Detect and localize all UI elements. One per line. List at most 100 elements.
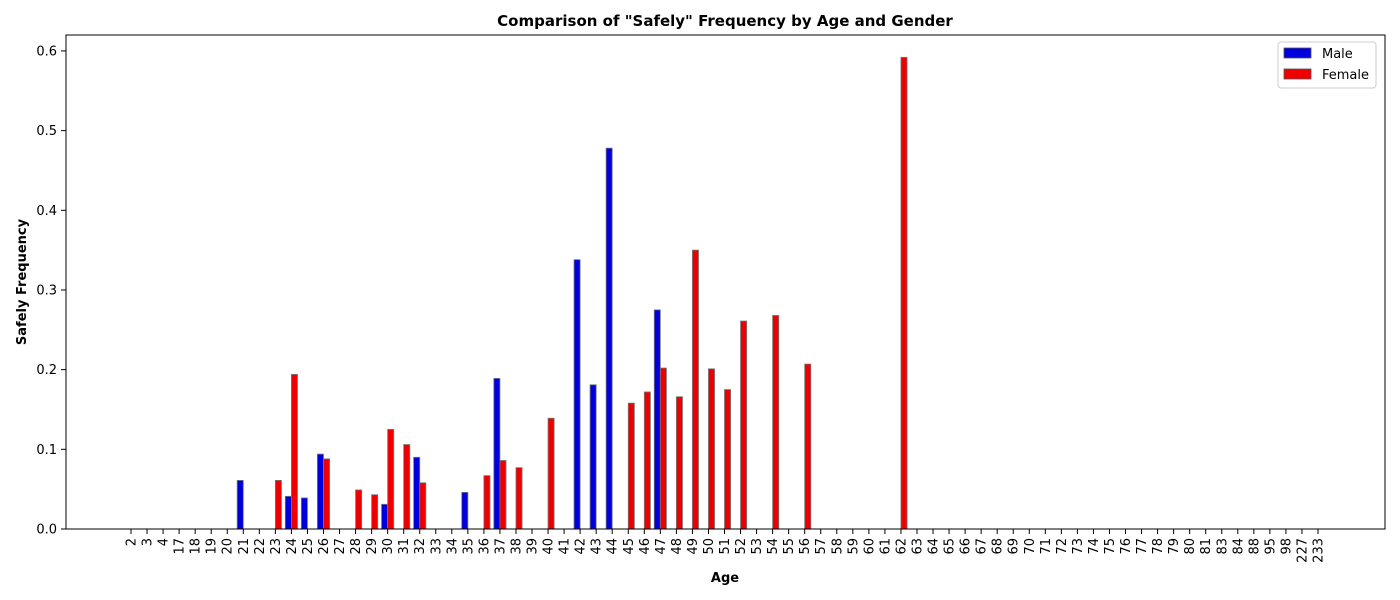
bar-female-23 — [274, 479, 282, 530]
x-tick-label: 35 — [461, 538, 476, 555]
y-tick-label: 0.5 — [36, 124, 57, 139]
x-tick-label: 64 — [927, 538, 942, 555]
x-tick-label: 2 — [125, 538, 140, 546]
bar-female-54 — [772, 315, 780, 530]
x-tick-label: 67 — [975, 538, 990, 555]
x-tick-label: 44 — [606, 538, 621, 555]
x-tick-label: 33 — [429, 538, 444, 555]
x-tick-label: 3 — [141, 538, 156, 546]
bar-female-36 — [483, 475, 491, 530]
x-tick-label: 62 — [894, 538, 909, 555]
legend-label-female: Female — [1322, 68, 1369, 83]
x-axis-label: Age — [711, 571, 739, 586]
bar-female-52 — [740, 320, 748, 530]
bar-female-24 — [291, 374, 298, 530]
bar-female-38 — [515, 467, 523, 530]
x-tick-label: 48 — [670, 538, 685, 555]
x-tick-label: 39 — [526, 538, 541, 555]
y-tick-label: 0.1 — [36, 443, 57, 458]
bar-female-47 — [659, 367, 667, 530]
x-tick-label: 47 — [654, 538, 669, 555]
x-tick-label: 73 — [1071, 538, 1086, 555]
bar-male-21 — [236, 479, 244, 530]
legend-swatch-female — [1283, 68, 1312, 80]
x-tick-label: 83 — [1215, 538, 1230, 555]
x-tick-label: 49 — [686, 538, 701, 555]
x-tick-label: 59 — [846, 538, 861, 555]
x-tick-label: 24 — [285, 538, 300, 555]
bar-male-26 — [316, 453, 324, 530]
x-tick-label: 25 — [301, 538, 316, 555]
x-tick-label: 28 — [349, 538, 364, 555]
bar-female-37 — [499, 460, 507, 530]
x-tick-label: 42 — [574, 538, 589, 555]
x-tick-label: 4 — [157, 538, 172, 546]
y-axis: 0.0 0.1 0.2 0.3 0.4 0.5 0.6 — [36, 44, 66, 538]
x-tick-label: 63 — [910, 538, 925, 555]
x-tick-label: 65 — [943, 538, 958, 555]
x-tick-label: 19 — [205, 538, 220, 555]
x-tick-label: 77 — [1135, 538, 1150, 555]
x-tick-label: 34 — [445, 538, 460, 555]
x-tick-label: 98 — [1279, 538, 1294, 555]
x-tick-label: 75 — [1103, 538, 1118, 555]
bar-female-45 — [627, 402, 635, 530]
bar-female-56 — [804, 363, 812, 530]
y-tick-label: 0.3 — [36, 283, 57, 298]
bar-female-31 — [403, 444, 411, 530]
plot-frame — [65, 34, 1386, 530]
bars-layer — [236, 56, 908, 530]
x-tick-label: 41 — [558, 538, 573, 555]
x-tick-label: 88 — [1247, 538, 1262, 555]
bar-male-35 — [461, 491, 469, 530]
bar-male-44 — [605, 147, 613, 530]
bar-male-30 — [381, 503, 389, 530]
x-tick-label: 58 — [830, 538, 845, 555]
x-tick-label: 23 — [269, 538, 284, 555]
x-tick-label: 78 — [1151, 538, 1166, 555]
x-tick-label: 55 — [782, 538, 797, 555]
x-tick-label: 46 — [638, 538, 653, 555]
x-tick-label: 80 — [1183, 538, 1198, 555]
y-tick-label: 0.2 — [36, 363, 57, 378]
x-tick-label: 76 — [1119, 538, 1134, 555]
y-axis-label: Safely Frequency — [15, 218, 30, 345]
bar-female-30 — [387, 429, 395, 530]
y-tick-label: 0.6 — [36, 44, 57, 59]
bar-male-47 — [653, 309, 661, 530]
x-tick-label: 79 — [1167, 538, 1182, 555]
x-axis: 2 3 4 17 18 19 20 21 22 23 24 25 26 27 28 29 30 31 32 33 34 3… — [125, 529, 1327, 563]
x-tick-label: 53 — [750, 538, 765, 555]
x-tick-label: 68 — [991, 538, 1006, 555]
x-tick-label: 50 — [702, 538, 717, 555]
y-tick-label: 0.4 — [36, 204, 57, 219]
x-tick-label: 74 — [1087, 538, 1102, 555]
x-tick-label: 22 — [253, 538, 268, 555]
x-tick-label: 37 — [493, 538, 508, 555]
x-tick-label: 26 — [317, 538, 332, 555]
bar-female-48 — [675, 396, 683, 530]
x-tick-label: 95 — [1263, 538, 1278, 555]
x-tick-label: 32 — [413, 538, 428, 555]
x-tick-label: 52 — [734, 538, 749, 555]
x-tick-label: 36 — [477, 538, 492, 555]
x-tick-label: 51 — [718, 538, 733, 555]
x-tick-label: 29 — [365, 538, 380, 555]
bar-female-28 — [355, 489, 363, 530]
x-tick-label: 71 — [1039, 538, 1054, 555]
legend-label-male: Male — [1322, 47, 1353, 62]
x-tick-label: 81 — [1199, 538, 1214, 555]
x-tick-label: 66 — [959, 538, 974, 555]
bar-female-26 — [323, 458, 330, 530]
x-tick-label: 61 — [878, 538, 893, 555]
x-tick-label: 45 — [622, 538, 637, 555]
x-tick-label: 30 — [381, 538, 396, 555]
x-tick-label: 60 — [862, 538, 877, 555]
bar-male-42 — [573, 259, 581, 530]
bar-male-25 — [300, 497, 308, 530]
bar-male-24 — [284, 495, 292, 530]
chart-title: Comparison of "Safely" Frequency by Age … — [497, 12, 953, 30]
bar-male-43 — [589, 384, 597, 530]
x-tick-label: 17 — [173, 538, 188, 555]
